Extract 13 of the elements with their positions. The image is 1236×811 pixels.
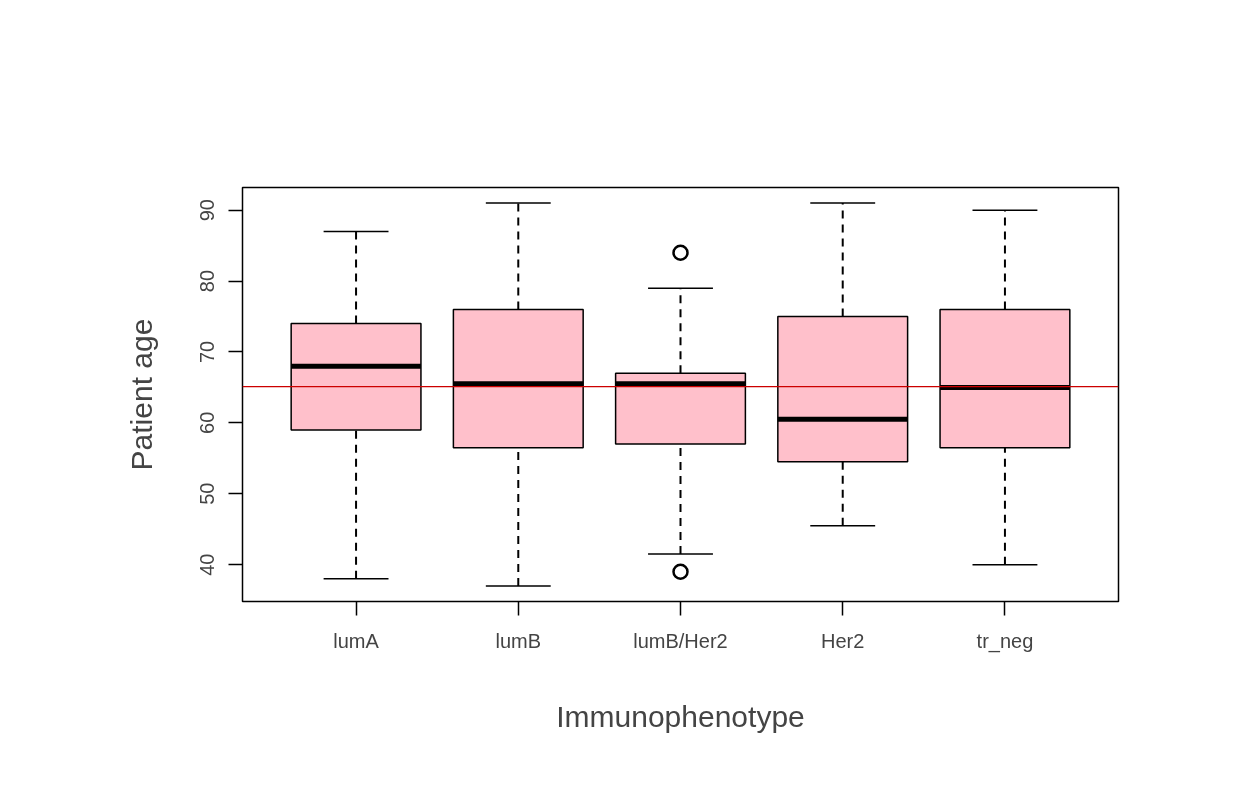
x-tick-label: tr_neg xyxy=(976,629,1034,653)
x-tick-label: lumB xyxy=(495,629,542,652)
y-tick-label: 70 xyxy=(196,340,219,364)
y-tick-label: 50 xyxy=(196,482,219,505)
y-tick-label: 90 xyxy=(196,199,219,222)
x-tick-label: Her2 xyxy=(821,629,865,652)
x-tick-label: lumA xyxy=(333,629,380,652)
y-tick-label: 40 xyxy=(196,553,219,576)
x-tick-label: lumB/Her2 xyxy=(633,629,728,652)
y-tick-label: 60 xyxy=(196,411,219,434)
x-axis-title: Immunophenotype xyxy=(556,699,805,733)
y-tick-label: 80 xyxy=(196,269,219,293)
y-axis-title: Patient age xyxy=(124,318,158,471)
